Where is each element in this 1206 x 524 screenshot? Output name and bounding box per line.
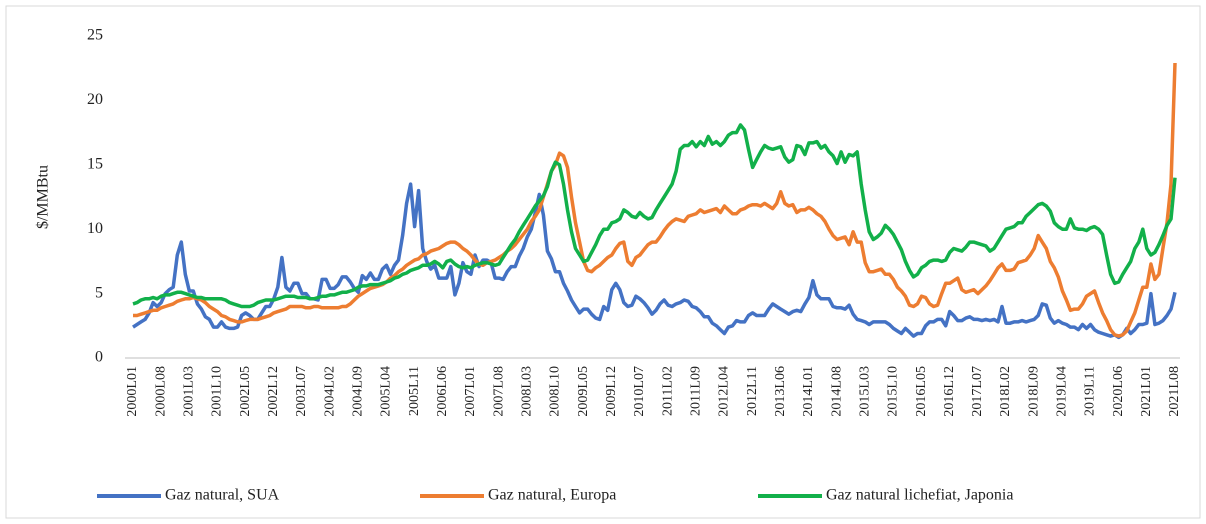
legend-label: Gaz natural, Europa: [488, 487, 616, 504]
y-axis-title: $/MMBtu: [35, 165, 52, 229]
x-tick-label: 2011L02: [660, 366, 675, 416]
x-tick-label: 2000L01: [125, 366, 140, 417]
x-tick-label: 2014L08: [829, 366, 844, 417]
x-tick-label: 2006L06: [435, 366, 450, 417]
x-tick-label: 2021L01: [1139, 366, 1154, 417]
y-tick-label: 5: [95, 284, 103, 301]
x-tick-label: 2003L07: [294, 366, 309, 417]
x-tick-label: 2009L12: [604, 366, 619, 417]
y-tick-label: 20: [87, 91, 103, 108]
x-tick-label: 2007L08: [491, 366, 506, 417]
x-tick-label: 2008L03: [519, 366, 534, 417]
x-tick-label: 2016L05: [914, 366, 929, 417]
x-tick-label: 2021L08: [1167, 366, 1182, 417]
legend-label: Gaz natural, SUA: [165, 487, 280, 504]
x-tick-label: 2015L10: [886, 366, 901, 417]
x-tick-label: 2007L01: [463, 366, 478, 417]
x-tick-label: 2013L06: [773, 366, 788, 417]
x-tick-label: 2002L12: [266, 366, 281, 417]
series-line: [132, 123, 1177, 309]
x-tick-label: 2009L05: [576, 366, 591, 417]
x-tick-label: 2012L04: [717, 366, 732, 417]
x-tick-label: 2019L04: [1055, 366, 1070, 417]
x-tick-label: 2020L06: [1111, 366, 1126, 417]
x-tick-label: 2018L09: [1026, 366, 1041, 417]
legend-label: Gaz natural lichefiat, Japonia: [826, 487, 1013, 504]
series-line: [133, 62, 1177, 338]
x-tick-label: 2019L11: [1083, 366, 1098, 416]
x-tick-label: 2000L08: [153, 366, 168, 417]
x-tick-label: 2014L01: [801, 366, 816, 417]
y-tick-label: 10: [87, 220, 103, 237]
x-tick-label: 2017L07: [970, 366, 985, 417]
x-tick-label: 2015L03: [857, 366, 872, 417]
x-tick-label: 2008L10: [548, 366, 563, 417]
y-tick-label: 0: [95, 349, 103, 366]
x-tick-label: 2005L11: [407, 366, 422, 416]
x-tick-label: 2010L07: [632, 366, 647, 417]
x-tick-label: 2011L09: [688, 366, 703, 416]
x-tick-label: 2001L03: [182, 366, 197, 417]
x-tick-label: 2016L12: [942, 366, 957, 417]
x-tick-label: 2002L05: [238, 366, 253, 417]
x-tick-label: 2012L11: [745, 366, 760, 416]
x-tick-label: 2005L04: [379, 366, 394, 417]
y-tick-label: 25: [87, 27, 103, 44]
y-tick-label: 15: [87, 155, 103, 172]
series-line: [132, 182, 1177, 340]
x-tick-label: 2018L02: [998, 366, 1013, 417]
x-tick-label: 2004L02: [322, 366, 337, 417]
x-tick-label: 2001L10: [210, 366, 225, 417]
x-tick-label: 2004L09: [351, 366, 366, 417]
